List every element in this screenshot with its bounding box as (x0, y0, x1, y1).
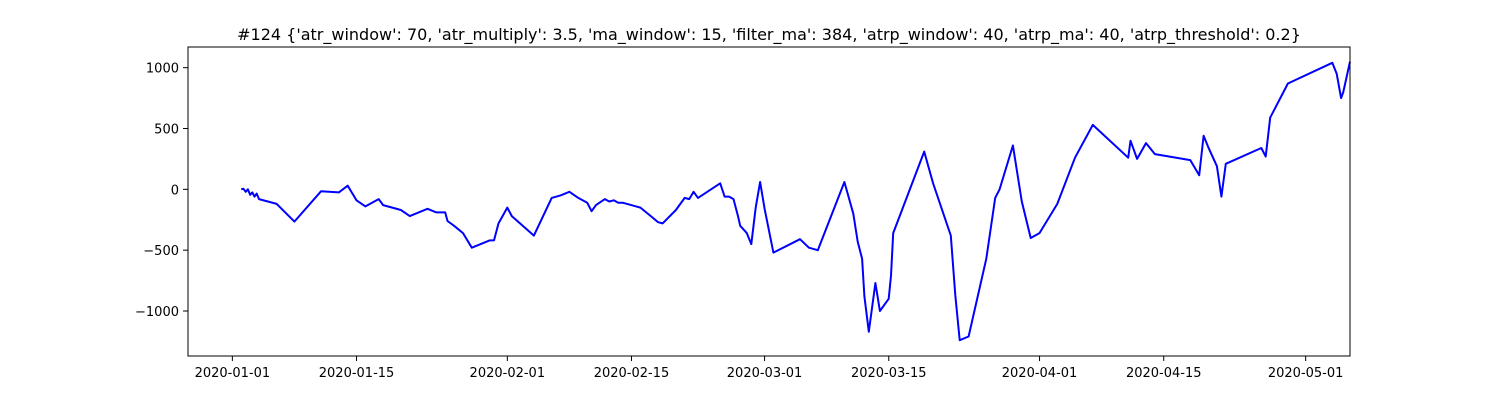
x-tick-label: 2020-01-01 (195, 366, 271, 381)
x-tick-label: 2020-01-15 (319, 366, 395, 381)
x-tick-label: 2020-04-01 (1002, 366, 1078, 381)
y-tick-label: −1000 (135, 305, 179, 320)
x-tick-label: 2020-03-01 (727, 366, 803, 381)
x-tick-label: 2020-04-15 (1126, 366, 1202, 381)
x-tick-label: 2020-02-01 (470, 366, 546, 381)
y-tick-label: 500 (154, 123, 179, 138)
x-tick-label: 2020-03-15 (851, 366, 927, 381)
x-tick-label: 2020-02-15 (594, 366, 670, 381)
series-layer (240, 61, 1351, 342)
chart-title: #124 {'atr_window': 70, 'atr_multiply': … (237, 25, 1301, 45)
y-tick-label: 0 (171, 183, 179, 198)
x-tick-label: 2020-05-01 (1268, 366, 1344, 381)
y-tick-label: 1000 (146, 62, 179, 77)
y-tick-label: −500 (143, 244, 179, 259)
plot-frame (187, 46, 1351, 357)
y-axis: −1000 −500 0 500 1000 (135, 62, 188, 320)
x-axis: 2020-01-01 2020-01-15 2020-02-01 2020-02-15… (195, 356, 1344, 381)
series-line (240, 61, 1351, 342)
